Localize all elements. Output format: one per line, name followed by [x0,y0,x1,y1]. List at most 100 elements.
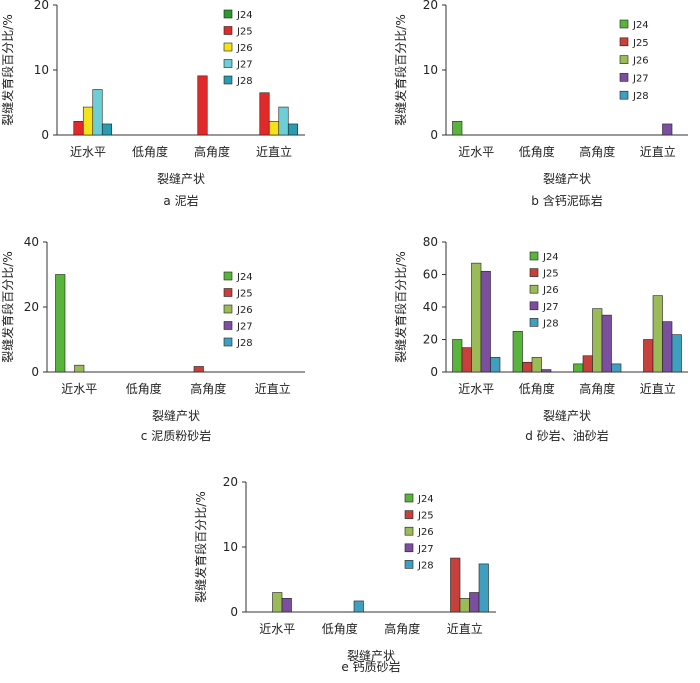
chart-caption: c 泥质粉砂岩 [141,428,211,443]
bar-J26-0 [74,364,85,373]
y-tick-label: 0 [430,365,438,379]
x-tick-label: 低角度 [322,621,358,636]
y-tick-label: 20 [423,333,438,347]
y-tick-label: 20 [223,475,238,489]
panel-a: 0 10 20 裂缝发育段百分比/% 近水平 低角度 高角度 近直立 裂缝产状 a 泥岩 J24 J2… [0,0,350,215]
legend-swatch-J24 [619,19,629,29]
y-tick-label: 40 [24,235,39,249]
legend-label-J26: J26 [417,527,434,538]
legend-swatch-J26 [223,304,233,314]
legend-label-J26: J26 [632,56,649,67]
legend-label-J25: J25 [632,38,649,49]
chart-caption: b 含钙泥砾岩 [531,193,602,208]
bar-J25-0 [461,347,472,373]
bar-J28-3 [478,563,489,613]
y-tick-label: 10 [223,540,238,554]
bar-J28-0 [101,123,113,136]
y-tick-label: 20 [423,0,438,12]
legend-swatch-J26 [404,526,414,536]
y-tick-label: 20 [24,300,39,314]
x-axis-title: 裂缝产状 [347,648,395,663]
bar-J28-0 [490,357,501,373]
x-tick-label: 近直立 [640,381,676,396]
legend-swatch-J28 [619,90,629,100]
legend: J24 J25 J26 J27 J28 [619,19,649,102]
x-tick-label: 近水平 [458,382,494,396]
legend-label-J24: J24 [542,252,559,263]
x-tick-label: 高角度 [384,621,420,636]
y-axis-title: 裂缝发育段百分比/% [0,251,15,362]
legend: J24 J25 J26 J27 J28 [404,493,434,571]
legend-swatch-J24 [223,9,233,19]
panel-b: 0 10 20 裂缝发育段百分比/% 近水平 低角度 高角度 近直立 裂缝产状 b 含钙泥砾岩 J2… [350,0,700,215]
chart-caption: a 泥岩 [163,193,198,208]
x-tick-label: 低角度 [132,144,168,159]
bar-J24-0 [452,121,463,136]
legend-swatch-J26 [529,284,539,294]
bar-J25-0 [73,121,84,136]
y-axis-title: 裂缝发育段百分比/% [193,491,208,602]
legend-label-J24: J24 [417,494,434,505]
legend-swatch-J27 [619,73,629,82]
x-tick-label: 近水平 [70,145,106,159]
chart-caption: e 钙质砂岩 [341,659,400,674]
bar-J26-0 [272,592,283,613]
x-tick-label: 近水平 [458,145,494,159]
legend-swatch-J28 [529,318,539,327]
legend-label-J27: J27 [417,544,434,555]
legend-label-J27: J27 [236,322,253,333]
x-tick-label: 低角度 [126,381,162,396]
x-tick-label: 近水平 [259,622,295,636]
bar-J27-3 [662,321,673,373]
legend-swatch-J25 [223,288,233,297]
bar-J27-3 [662,123,673,136]
bar-J24-0 [55,274,66,373]
bar-J25-3 [643,339,654,373]
x-tick-label: 近直立 [447,621,483,636]
legend-swatch-J27 [223,321,233,330]
legend-swatch-J27 [223,59,233,68]
bar-J27-0 [281,598,292,613]
bar-J25-1 [522,361,533,373]
legend-label-J27: J27 [236,60,253,71]
y-tick-label: 0 [31,365,39,379]
y-tick-label: 0 [41,128,49,142]
legend-swatch-J28 [223,75,233,85]
legend: J24 J25 J26 J27 J28 [529,251,559,329]
legend-label-J25: J25 [417,511,434,522]
bar-J26-0 [471,262,482,373]
y-axis-title: 裂缝发育段百分比/% [0,14,15,125]
bar-J25-2 [193,366,204,373]
bar-J27-3 [278,106,289,136]
y-tick-label: 0 [230,605,238,619]
y-tick-label: 0 [430,128,438,142]
bar-J27-0 [480,270,491,373]
y-tick-label: 10 [423,63,438,77]
legend: J24 J25 J26 J27 J28 [223,9,253,87]
panel-d: 0 20 40 60 80 裂缝发育段百分比/% 近水平 低角度 高角度 近直立 裂缝产状 d 砂岩、… [350,230,700,455]
legend-label-J28: J28 [236,338,253,349]
legend-swatch-J25 [223,26,233,35]
y-tick-label: 10 [34,63,49,77]
legend-label-J27: J27 [632,73,649,84]
legend-label-J28: J28 [542,318,559,329]
chart-caption: d 砂岩、油砂岩 [525,428,608,443]
bar-J27-0 [92,89,103,136]
x-tick-label: 高角度 [194,144,230,159]
legend-swatch-J25 [404,510,414,519]
bar-J26-2 [592,308,603,373]
legend-swatch-J28 [404,560,414,569]
legend-label-J28: J28 [236,76,253,87]
x-tick-label: 近直立 [640,144,676,159]
bar-J28-2 [611,363,622,373]
bar-J28-3 [671,334,682,373]
x-tick-label: 高角度 [579,144,615,159]
y-axis-title: 裂缝发育段百分比/% [393,14,408,125]
bar-J24-2 [573,363,584,373]
legend-label-J28: J28 [632,91,649,102]
legend-swatch-J27 [529,301,539,311]
bar-J24-0 [452,339,463,373]
